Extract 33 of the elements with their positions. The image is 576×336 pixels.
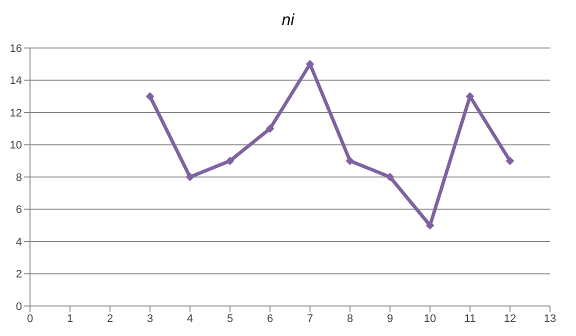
point bbox=[306, 60, 314, 68]
x-tick-label: 3 bbox=[146, 312, 154, 325]
x-tick-label: 5 bbox=[226, 312, 234, 325]
y-tick-label: 10 bbox=[10, 140, 22, 152]
point bbox=[426, 221, 434, 230]
point bbox=[506, 156, 514, 165]
x-tick-label: 4 bbox=[186, 312, 194, 325]
x-tick-label: 2 bbox=[106, 312, 114, 325]
point bbox=[146, 92, 154, 100]
x-tick-label: 0 bbox=[26, 312, 34, 325]
x-tick-label: 10 bbox=[424, 312, 436, 325]
y-tick-label: 16 bbox=[10, 42, 22, 55]
chart-title: ni bbox=[280, 12, 296, 30]
x-tick-label: 9 bbox=[386, 312, 394, 325]
y-tick-label: 8 bbox=[16, 172, 22, 184]
x-tick-label: 6 bbox=[266, 312, 274, 325]
point bbox=[266, 124, 274, 133]
point bbox=[226, 156, 234, 165]
y-tick-label: 2 bbox=[16, 268, 22, 281]
point bbox=[186, 173, 194, 181]
y-tick-label: 6 bbox=[16, 204, 22, 216]
point bbox=[346, 156, 354, 165]
x-tick-label: 11 bbox=[464, 312, 476, 325]
y-tick-label: 14 bbox=[10, 75, 22, 88]
x-tick-label: 13 bbox=[544, 312, 556, 325]
x-tick-label: 8 bbox=[346, 312, 354, 325]
x-tick-label: 7 bbox=[306, 312, 314, 325]
y-tick-label: 12 bbox=[10, 107, 22, 120]
y-tick-label: 0 bbox=[16, 300, 22, 313]
x-tick-label: 12 bbox=[504, 312, 516, 325]
y-tick-label: 4 bbox=[16, 236, 22, 248]
point bbox=[386, 173, 394, 181]
x-tick-label: 1 bbox=[66, 312, 74, 325]
